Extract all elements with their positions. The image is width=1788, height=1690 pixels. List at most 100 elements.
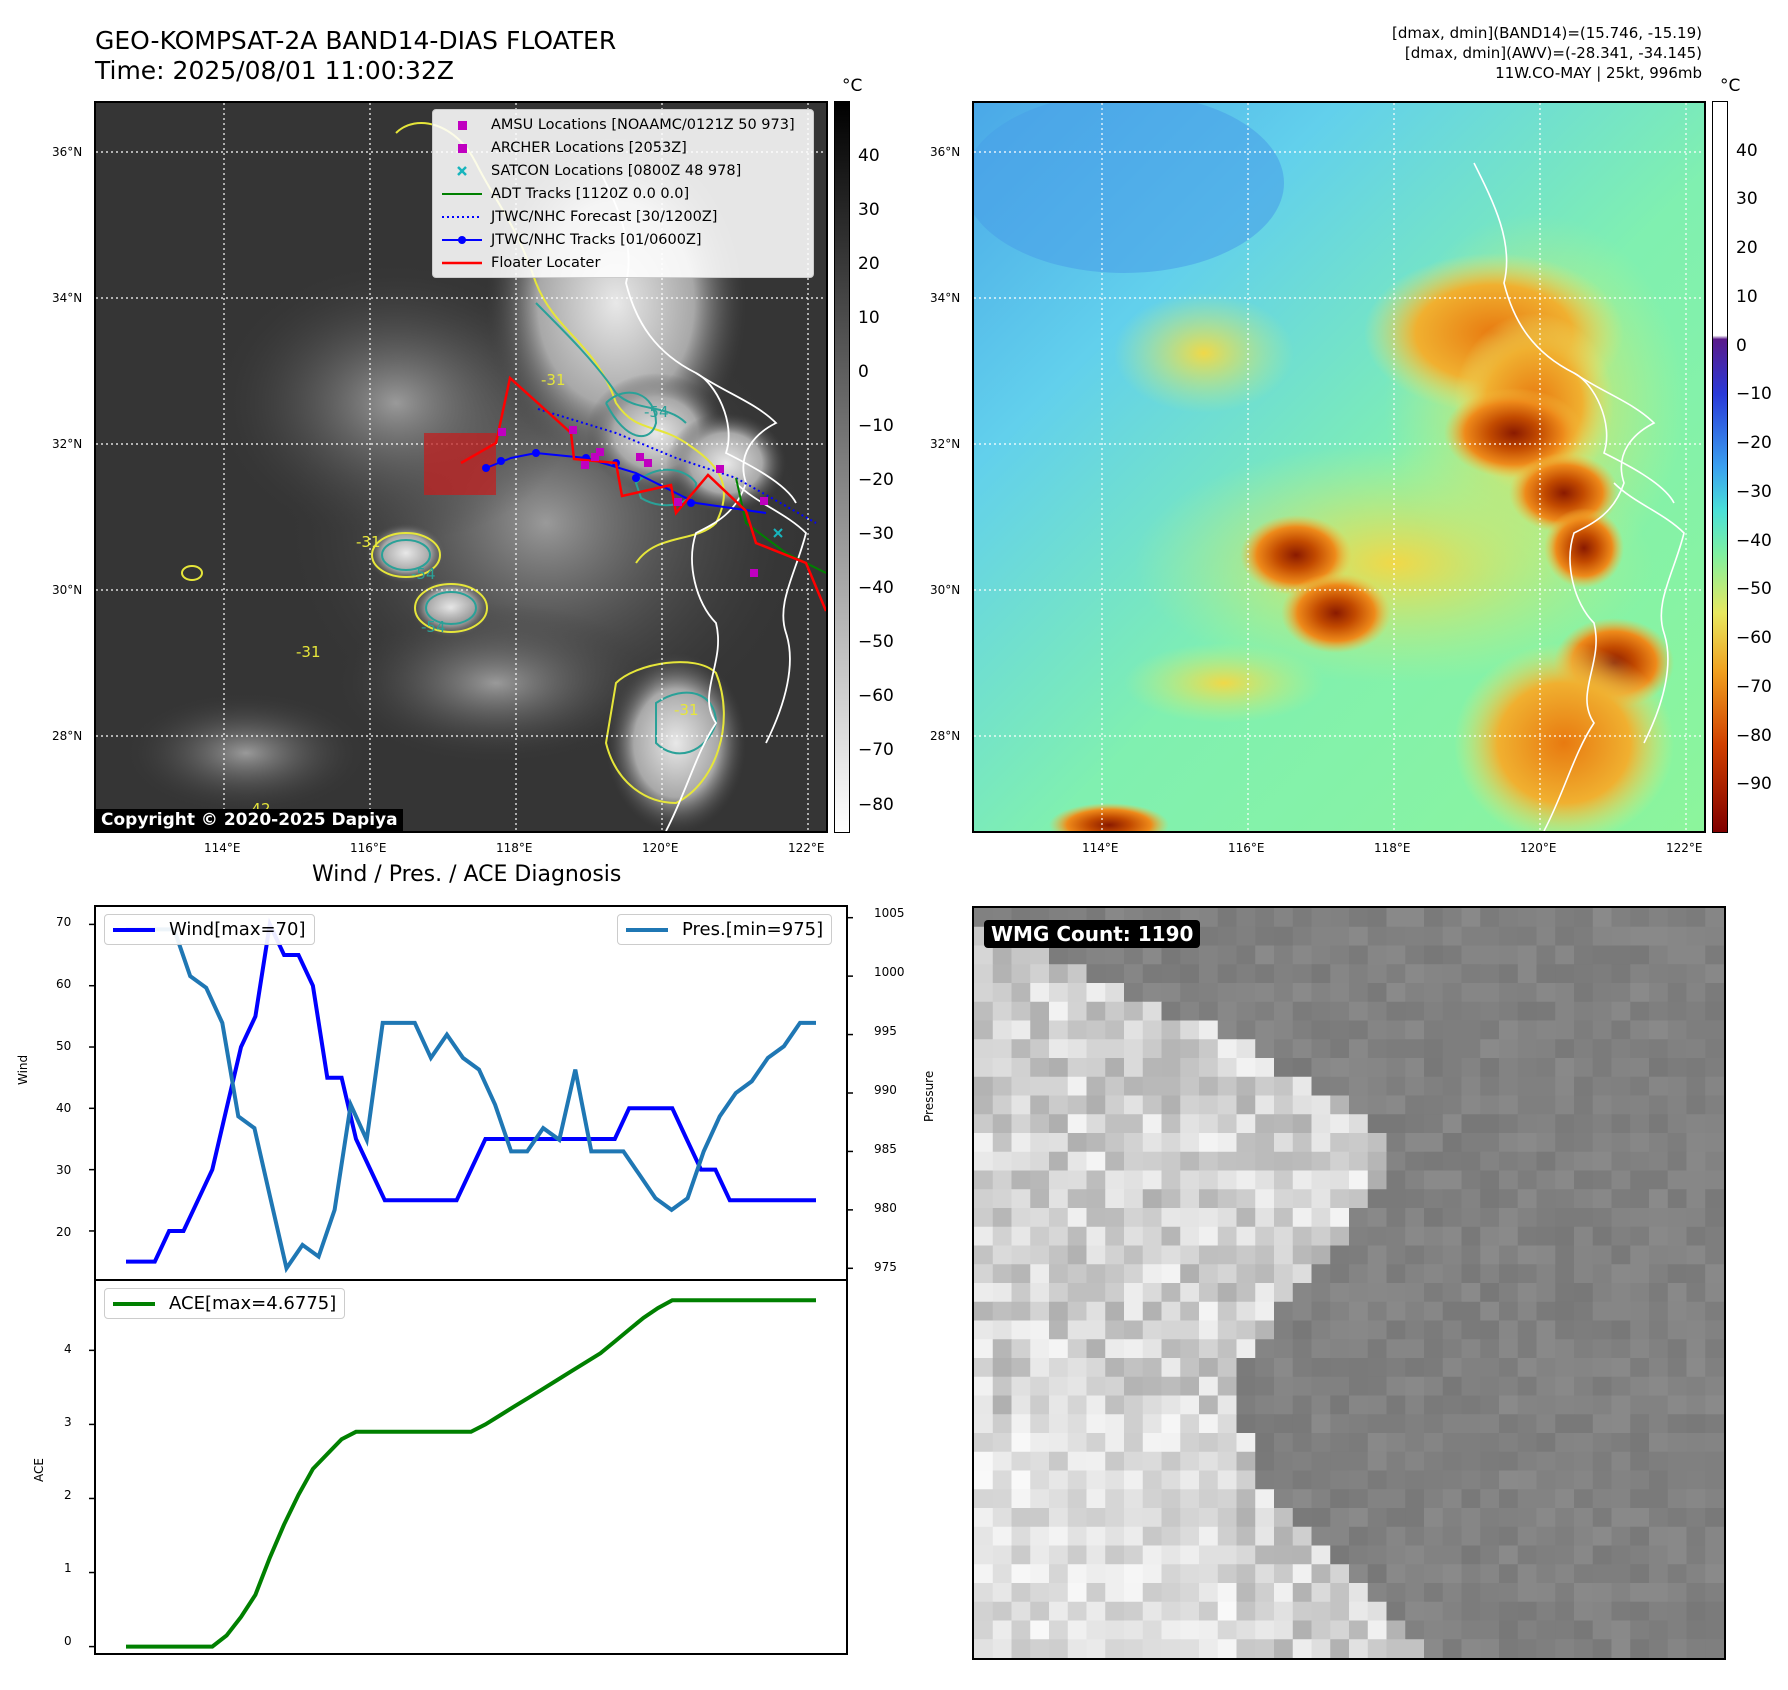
figure-title: GEO-KOMPSAT-2A BAND14-DIAS FLOATER bbox=[95, 26, 617, 55]
wind-tick: 70 bbox=[56, 915, 72, 929]
wind-tick: 20 bbox=[56, 1225, 72, 1239]
lon-label: 120°E bbox=[1520, 841, 1557, 855]
ace-tick: 2 bbox=[64, 1488, 72, 1502]
ace-axes bbox=[94, 1279, 848, 1655]
ace-legend-line bbox=[113, 1301, 155, 1306]
lon-label: 118°E bbox=[496, 841, 533, 855]
ace-tick: 4 bbox=[64, 1342, 72, 1356]
pressure-legend: Pres.[min=975] bbox=[617, 914, 833, 945]
wmg-panel: WMG Count: 1190 bbox=[972, 906, 1726, 1660]
colorbar-tick: −40 bbox=[1736, 531, 1772, 551]
square-marker-icon bbox=[458, 120, 467, 130]
pressure-tick: 975 bbox=[874, 1260, 897, 1274]
square-marker-icon bbox=[458, 143, 467, 153]
diagnosis-title: Wind / Pres. / ACE Diagnosis bbox=[312, 862, 622, 887]
figure-time: Time: 2025/08/01 11:00:32Z bbox=[95, 56, 454, 85]
colorbar-tick: 30 bbox=[858, 200, 880, 220]
colorbar-tick: −60 bbox=[1736, 628, 1772, 648]
ir-map-panel: -31 -54 -31 -54 -54 -31 -31 -42 AMSU Loc… bbox=[94, 101, 828, 833]
colorbar-tick: −40 bbox=[858, 578, 894, 598]
lat-label: 30°N bbox=[930, 583, 961, 597]
colorbar-tick: −10 bbox=[1736, 384, 1772, 404]
info-storm: 11W.CO-MAY | 25kt, 996mb bbox=[1495, 64, 1702, 82]
info-awv: [dmax, dmin](AWV)=(-28.341, -34.145) bbox=[1404, 44, 1702, 62]
legend-adt: ADT Tracks [1120Z 0.0 0.0] bbox=[433, 182, 813, 205]
wind-series-line bbox=[126, 917, 816, 1264]
colorbar-tick: −20 bbox=[858, 470, 894, 490]
lon-label: 118°E bbox=[1374, 841, 1411, 855]
contour-label: -31 bbox=[356, 533, 381, 551]
ace-tick: 1 bbox=[64, 1561, 72, 1575]
ace-axis-label: ACE bbox=[32, 1458, 46, 1482]
wind-legend: Wind[max=70] bbox=[104, 914, 315, 945]
contour-label: -54 bbox=[411, 565, 436, 583]
wind-tick: 40 bbox=[56, 1101, 72, 1115]
color-map-panel bbox=[972, 101, 1706, 833]
colorbar-tick: 10 bbox=[858, 308, 880, 328]
info-band14: [dmax, dmin](BAND14)=(15.746, -15.19) bbox=[1391, 24, 1702, 42]
colorbar-tick: −50 bbox=[858, 632, 894, 652]
colorbar-tick: −30 bbox=[1736, 482, 1772, 502]
pressure-axis-label: Pressure bbox=[922, 1070, 936, 1122]
lon-label: 116°E bbox=[350, 841, 387, 855]
lat-label: 36°N bbox=[930, 145, 961, 159]
wmg-count-badge: WMG Count: 1190 bbox=[984, 920, 1201, 948]
legend-amsu: AMSU Locations [NOAAMC/0121Z 50 973] bbox=[433, 113, 813, 136]
contour-label: -54 bbox=[644, 403, 669, 421]
wind-tick: 60 bbox=[56, 977, 72, 991]
colorbar-tick: −10 bbox=[858, 416, 894, 436]
lat-label: 32°N bbox=[52, 437, 83, 451]
colorbar-tick: −90 bbox=[1736, 774, 1772, 794]
colorbar-tick: 40 bbox=[1736, 141, 1758, 161]
lon-label: 114°E bbox=[204, 841, 241, 855]
colorbar-right-unit: °C bbox=[1720, 76, 1741, 96]
diagnosis-chart bbox=[89, 905, 853, 1655]
legend-forecast: JTWC/NHC Forecast [30/1200Z] bbox=[433, 205, 813, 228]
pressure-tick: 1000 bbox=[874, 965, 905, 979]
wind-tick: 50 bbox=[56, 1039, 72, 1053]
dotted-line-icon bbox=[442, 215, 482, 218]
contour-label: -54 bbox=[421, 618, 446, 636]
lat-label: 34°N bbox=[52, 291, 83, 305]
colorbar-tick: 0 bbox=[1736, 336, 1747, 356]
ace-series-line bbox=[126, 1298, 816, 1649]
contour-label: -31 bbox=[296, 643, 321, 661]
colorbar-tick: 30 bbox=[1736, 189, 1758, 209]
contour-label: -31 bbox=[541, 371, 566, 389]
colorbar-tick: −30 bbox=[858, 524, 894, 544]
lon-label: 120°E bbox=[642, 841, 679, 855]
map-legend: AMSU Locations [NOAAMC/0121Z 50 973] ARC… bbox=[432, 109, 814, 278]
lat-label: 28°N bbox=[52, 729, 83, 743]
pressure-legend-line bbox=[626, 927, 668, 932]
colorbar-left bbox=[834, 101, 850, 833]
legend-jtwc-tracks: JTWC/NHC Tracks [01/0600Z] bbox=[433, 228, 813, 251]
wmg-image bbox=[974, 908, 1724, 1658]
legend-archer: ARCHER Locations [2053Z] bbox=[433, 136, 813, 159]
wind-tick: 30 bbox=[56, 1163, 72, 1177]
pressure-tick: 980 bbox=[874, 1201, 897, 1215]
pressure-tick: 995 bbox=[874, 1024, 897, 1038]
solid-line-icon bbox=[442, 192, 482, 195]
colorbar-tick: −50 bbox=[1736, 579, 1772, 599]
copyright-badge: Copyright © 2020-2025 Dapiya bbox=[96, 809, 403, 831]
pressure-tick: 1005 bbox=[874, 906, 905, 920]
colorbar-left-unit: °C bbox=[842, 76, 863, 96]
lat-label: 36°N bbox=[52, 145, 83, 159]
colorbar-tick: −80 bbox=[858, 795, 894, 815]
ace-tick: 0 bbox=[64, 1634, 72, 1648]
lon-label: 122°E bbox=[788, 841, 825, 855]
x-marker-icon bbox=[457, 165, 467, 176]
colorbar-tick: 10 bbox=[1736, 287, 1758, 307]
color-map-image bbox=[974, 103, 1704, 831]
pressure-tick: 990 bbox=[874, 1083, 897, 1097]
lon-label: 114°E bbox=[1082, 841, 1119, 855]
wind-legend-line bbox=[113, 927, 155, 932]
ace-tick: 3 bbox=[64, 1415, 72, 1429]
contour-label: -31 bbox=[674, 701, 699, 719]
colorbar-right bbox=[1712, 101, 1728, 833]
lat-label: 32°N bbox=[930, 437, 961, 451]
colorbar-tick: 20 bbox=[858, 254, 880, 274]
lon-label: 122°E bbox=[1666, 841, 1703, 855]
pressure-series-line bbox=[126, 927, 816, 1274]
colorbar-tick: −70 bbox=[858, 740, 894, 760]
